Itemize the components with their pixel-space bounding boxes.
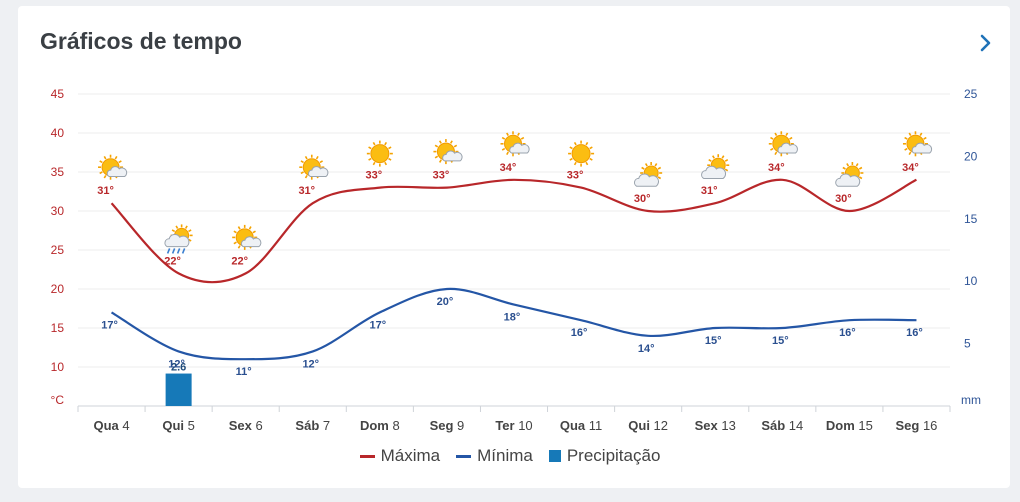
- x-tick-label: Sex 6: [229, 418, 263, 433]
- x-tick-label: Sáb 14: [761, 418, 803, 433]
- sun-cloud-icon: [433, 139, 463, 165]
- x-tick-label: Seg 9: [430, 418, 465, 433]
- max-temp-label: 30°: [634, 193, 651, 205]
- x-tick-label: Ter 10: [495, 418, 532, 433]
- max-temp-label: 34°: [902, 162, 919, 174]
- y-right-tick-label: 5: [964, 337, 971, 351]
- max-temp-label: 31°: [97, 185, 114, 197]
- y-left-tick-label: 20: [51, 282, 65, 296]
- min-temp-label: 11°: [236, 366, 252, 378]
- y-left-tick-label: 35: [51, 165, 65, 179]
- x-tick-label: Qua 4: [93, 418, 129, 433]
- y-left-unit: °C: [51, 393, 65, 407]
- max-temp-label: 31°: [701, 185, 718, 197]
- x-tick-label: Qua 11: [560, 418, 602, 433]
- precip-label: 2.6: [171, 362, 186, 374]
- chevron-right-icon[interactable]: [974, 32, 996, 54]
- y-right-unit: mm: [961, 393, 981, 407]
- y-right-tick-label: 15: [964, 212, 978, 226]
- sun-cloud-icon: [299, 154, 329, 180]
- max-temp-label: 34°: [500, 162, 517, 174]
- legend-item-max[interactable]: Máxima: [359, 446, 441, 466]
- x-tick-label: Dom 15: [826, 418, 873, 433]
- min-temp-label: 16°: [571, 327, 588, 339]
- max-temp-label: 34°: [768, 162, 785, 174]
- y-left-tick-label: 30: [51, 204, 65, 218]
- precip-bar: [165, 373, 192, 406]
- legend-item-min[interactable]: Mínima: [456, 446, 533, 466]
- max-temp-label: 22°: [164, 255, 181, 267]
- x-tick-label: Qui 5: [162, 418, 195, 433]
- min-temp-label: 12°: [168, 358, 185, 370]
- max-temp-label: 31°: [298, 185, 315, 197]
- chart-legend: Máxima Mínima Precipitação: [0, 446, 1020, 466]
- sun-cloud-icon: [500, 131, 530, 157]
- min-temp-label: 15°: [772, 335, 789, 347]
- legend-swatch-max: [359, 454, 375, 458]
- sun-cloud-icon: [232, 224, 262, 250]
- x-tick-label: Sáb 7: [295, 418, 330, 433]
- y-right-tick-label: 25: [964, 87, 978, 101]
- max-temp-label: 22°: [231, 255, 248, 267]
- sun-cloud-icon: [98, 154, 128, 180]
- min-temp-line: [110, 287, 917, 361]
- y-left-tick-label: 45: [51, 87, 65, 101]
- max-temp-line: [110, 178, 917, 284]
- y-right-tick-label: 10: [964, 274, 978, 288]
- y-left-tick-label: 40: [51, 126, 65, 140]
- y-left-tick-label: 10: [51, 360, 65, 374]
- x-tick-label: Dom 8: [360, 418, 400, 433]
- legend-label-precip: Precipitação: [566, 446, 661, 465]
- x-tick-label: Sex 13: [695, 418, 736, 433]
- y-left-tick-label: 15: [51, 321, 65, 335]
- min-temp-label: 14°: [638, 343, 655, 355]
- sun-icon: [568, 140, 595, 167]
- min-temp-label: 18°: [504, 312, 521, 324]
- legend-label-min: Mínima: [477, 446, 533, 465]
- max-temp-label: 30°: [835, 193, 852, 205]
- sun-cloud-icon: [768, 131, 798, 157]
- max-temp-label: 33°: [366, 170, 383, 182]
- sun-icon: [366, 140, 393, 167]
- cloud-sun-icon: [835, 162, 864, 187]
- min-temp-label: 12°: [302, 358, 319, 370]
- max-temp-label: 33°: [433, 170, 450, 182]
- min-temp-label: 15°: [705, 335, 722, 347]
- cloud-sun-icon: [701, 154, 730, 179]
- rain-cloud-icon: [164, 224, 193, 254]
- y-left-tick-label: 25: [51, 243, 65, 257]
- min-temp-label: 17°: [101, 319, 118, 331]
- sun-cloud-icon: [902, 131, 933, 157]
- y-right-tick-label: 20: [964, 149, 978, 163]
- min-temp-label: 16°: [839, 327, 856, 339]
- min-temp-label: 20°: [437, 296, 454, 308]
- cloud-sun-icon: [634, 162, 663, 187]
- max-temp-label: 33°: [567, 170, 584, 182]
- card-title: Gráficos de tempo: [40, 28, 242, 54]
- legend-item-precip[interactable]: Precipitação: [548, 446, 661, 466]
- legend-swatch-min: [456, 454, 472, 458]
- legend-swatch-precip: [548, 450, 561, 462]
- min-temp-label: 17°: [370, 319, 387, 331]
- x-tick-label: Qui 12: [628, 418, 668, 433]
- min-temp-label: 16°: [906, 327, 923, 339]
- x-tick-label: Seg 16: [896, 418, 938, 433]
- legend-label-max: Máxima: [380, 446, 441, 465]
